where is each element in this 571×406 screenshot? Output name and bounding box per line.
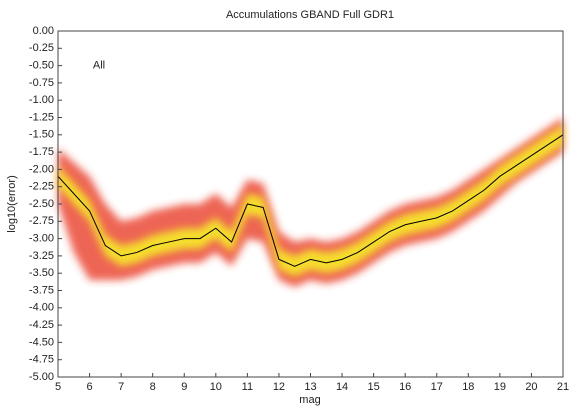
x-tick-label: 19 (494, 381, 506, 393)
median-line (57, 134, 564, 267)
y-tick-label: -0.25 (29, 42, 54, 54)
y-tick-label: 0.00 (33, 25, 54, 37)
x-tick-label: 8 (150, 381, 156, 393)
y-tick-label: -3.25 (29, 250, 54, 262)
y-tick-label: -0.50 (29, 60, 54, 72)
annotation: All (93, 60, 105, 72)
x-tick-label: 15 (368, 381, 380, 393)
x-tick-label: 5 (55, 381, 61, 393)
chart-title: Accumulations GBAND Full GDR1 (226, 9, 394, 21)
y-tick-label: -4.00 (29, 302, 54, 314)
y-tick-label: -1.75 (29, 146, 54, 158)
y-tick-label: -5.00 (29, 371, 54, 383)
x-axis-label: mag (299, 394, 320, 406)
x-tick-label: 17 (431, 381, 443, 393)
y-tick-label: -1.00 (29, 94, 54, 106)
x-tick-label: 21 (557, 381, 569, 393)
x-tick-label: 18 (462, 381, 474, 393)
y-tick-label: -4.50 (29, 336, 54, 348)
x-tick-label: 14 (336, 381, 348, 393)
y-tick-label: -4.75 (29, 354, 54, 366)
y-tick-label: -0.75 (29, 77, 54, 89)
y-tick-label: -2.75 (29, 215, 54, 227)
x-tick-label: 20 (525, 381, 537, 393)
y-tick-label: -3.50 (29, 267, 54, 279)
y-tick-label: -1.50 (29, 129, 54, 141)
x-tick-label: 6 (87, 381, 93, 393)
x-tick-label: 7 (118, 381, 124, 393)
y-tick-label: -4.25 (29, 319, 54, 331)
y-tick-label: -3.00 (29, 233, 54, 245)
x-tick-label: 9 (181, 381, 187, 393)
y-tick-label: -2.50 (29, 198, 54, 210)
x-tick-label: 12 (273, 381, 285, 393)
y-tick-label: -2.25 (29, 181, 54, 193)
x-tick-label: 10 (210, 381, 222, 393)
y-tick-label: -1.25 (29, 111, 54, 123)
x-tick-label: 11 (242, 381, 253, 393)
y-axis-label: log10(error) (6, 175, 18, 232)
y-tick-label: -2.00 (29, 163, 54, 175)
x-tick-label: 16 (399, 381, 411, 393)
x-tick-label: 13 (304, 381, 316, 393)
density (58, 117, 563, 288)
y-tick-label: -3.75 (29, 284, 54, 296)
